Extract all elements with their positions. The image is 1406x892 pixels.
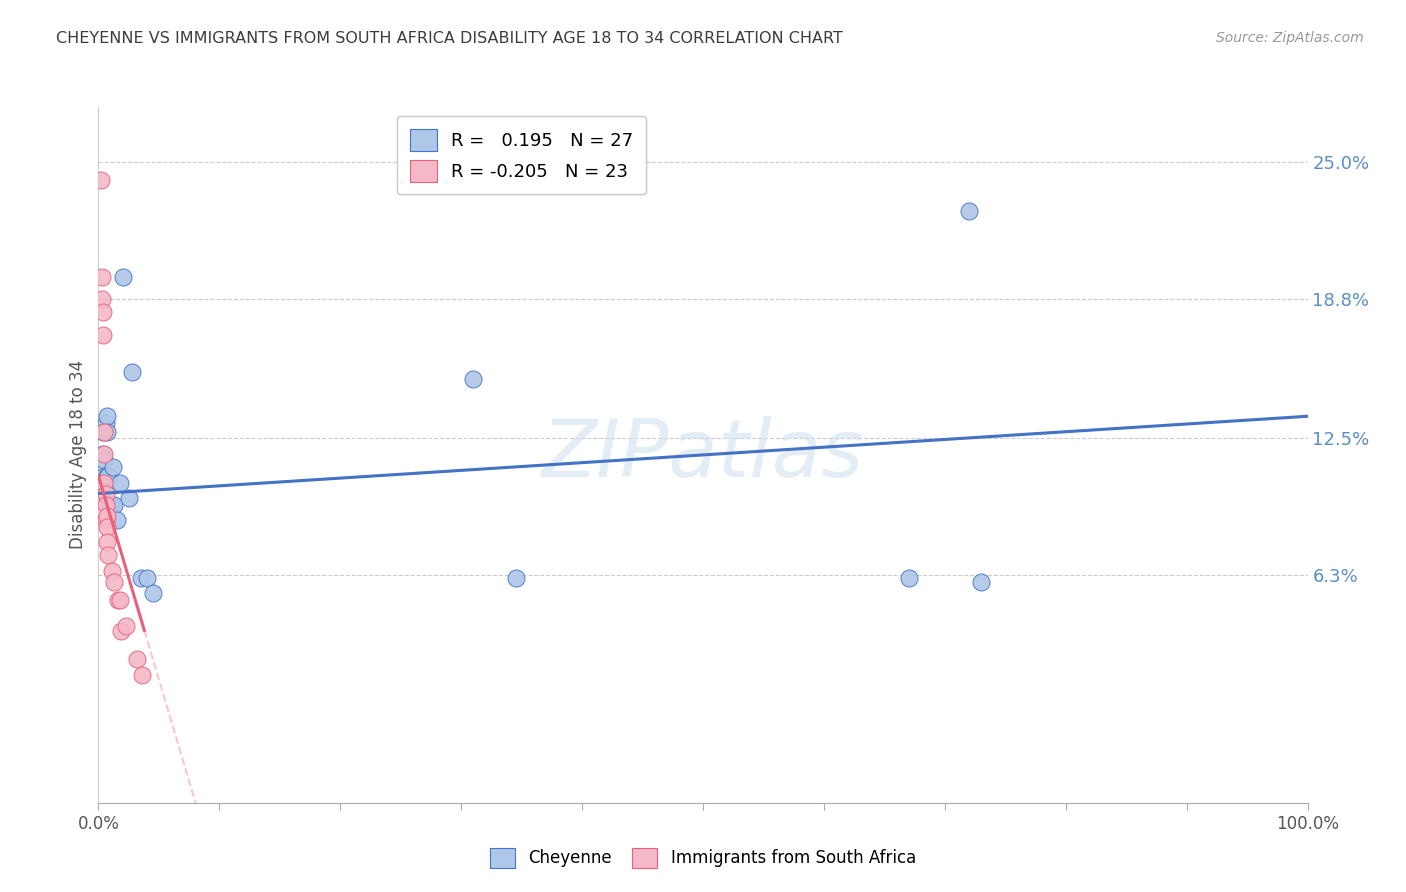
Text: Source: ZipAtlas.com: Source: ZipAtlas.com (1216, 31, 1364, 45)
Point (131, 667, 153, 681)
Point (94, 498, 117, 512)
Text: ZIPatlas: ZIPatlas (541, 416, 865, 494)
Point (96, 409, 118, 424)
Point (93, 447, 115, 461)
Point (129, 570, 152, 584)
Point (103, 574, 125, 589)
Point (93, 475, 115, 490)
Point (127, 652, 149, 666)
Point (135, 570, 157, 584)
Point (94, 475, 117, 490)
Point (94, 486, 117, 500)
Point (118, 491, 141, 505)
Point (97, 549, 120, 563)
Point (107, 592, 129, 607)
Y-axis label: Disability Age 18 to 34: Disability Age 18 to 34 (69, 360, 87, 549)
Point (897, 570, 920, 584)
Point (91, 305, 114, 319)
Point (98, 498, 121, 512)
Point (103, 498, 125, 512)
Point (96, 535, 118, 549)
Point (91, 425, 114, 439)
Point (105, 513, 128, 527)
Point (108, 592, 131, 607)
Point (100, 498, 122, 512)
Point (97, 469, 120, 483)
Point (91, 447, 114, 461)
Point (115, 619, 138, 633)
Point (463, 372, 485, 386)
Point (970, 574, 993, 589)
Point (96, 508, 118, 523)
Point (91, 327, 114, 342)
Legend: R =   0.195   N = 27, R = -0.205   N = 23: R = 0.195 N = 27, R = -0.205 N = 23 (396, 116, 647, 194)
Text: CHEYENNE VS IMMIGRANTS FROM SOUTH AFRICA DISABILITY AGE 18 TO 34 CORRELATION CHA: CHEYENNE VS IMMIGRANTS FROM SOUTH AFRICA… (56, 31, 844, 46)
Point (121, 365, 143, 379)
Point (505, 570, 527, 584)
Point (101, 460, 124, 475)
Point (93, 425, 115, 439)
Point (96, 519, 118, 533)
Point (94, 416, 117, 430)
Point (100, 564, 122, 578)
Point (110, 624, 132, 638)
Point (91, 270, 114, 285)
Point (96, 425, 118, 439)
Point (94, 513, 117, 527)
Point (93, 453, 115, 467)
Legend: Cheyenne, Immigrants from South Africa: Cheyenne, Immigrants from South Africa (484, 841, 922, 875)
Point (108, 475, 131, 490)
Point (142, 586, 165, 600)
Point (96, 469, 118, 483)
Point (93, 469, 115, 483)
Point (91, 292, 114, 306)
Point (957, 203, 980, 218)
Point (90, 173, 112, 187)
Point (111, 270, 134, 285)
